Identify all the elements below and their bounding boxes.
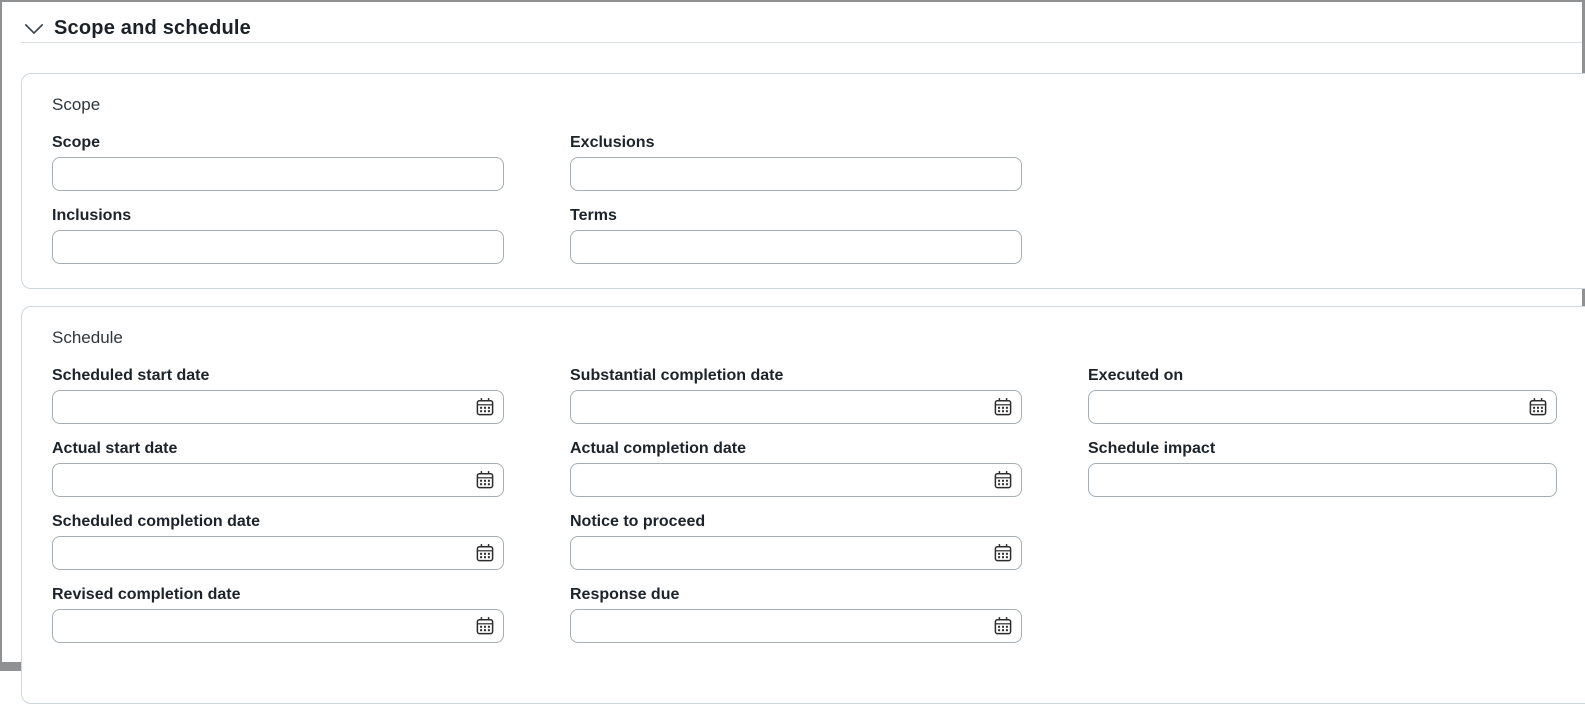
- terms-input[interactable]: [570, 230, 1022, 264]
- date-input-wrap: [52, 609, 504, 643]
- field-label: Actual completion date: [570, 440, 747, 457]
- inclusions-input[interactable]: [52, 230, 504, 264]
- field-label: Actual start date: [52, 440, 178, 457]
- date-input-wrap: [570, 463, 1022, 497]
- field-notice-to-proceed: Notice to proceed: [570, 513, 1022, 570]
- date-input-wrap: [570, 609, 1022, 643]
- scheduled-start-date-input[interactable]: [52, 390, 504, 424]
- field-label: Executed on: [1088, 367, 1184, 384]
- calendar-icon[interactable]: [993, 616, 1013, 636]
- schedule-card: Schedule Scheduled start date Substantia…: [21, 306, 1585, 704]
- field-substantial-completion-date: Substantial completion date: [570, 367, 1022, 424]
- input-wrap: [1088, 463, 1557, 497]
- date-input-wrap: [52, 390, 504, 424]
- field-scheduled-start-date: Scheduled start date: [52, 367, 504, 424]
- field-label: Scheduled start date: [52, 367, 210, 384]
- date-input-wrap: [52, 536, 504, 570]
- input-wrap: [570, 157, 1022, 191]
- response-due-input[interactable]: [570, 609, 1022, 643]
- field-label: Schedule impact: [1088, 440, 1216, 457]
- field-label: Exclusions: [570, 134, 655, 151]
- date-input-wrap: [570, 390, 1022, 424]
- field-actual-start-date: Actual start date: [52, 440, 504, 497]
- substantial-completion-date-input[interactable]: [570, 390, 1022, 424]
- field-revised-completion-date: Revised completion date: [52, 586, 504, 643]
- field-label: Response due: [570, 586, 680, 603]
- input-wrap: [52, 157, 504, 191]
- calendar-icon[interactable]: [475, 616, 495, 636]
- schedule-fields-grid: Scheduled start date Substantial complet…: [52, 367, 1585, 643]
- calendar-icon[interactable]: [475, 470, 495, 490]
- schedule-card-title: Schedule: [52, 328, 123, 347]
- scope-input[interactable]: [52, 157, 504, 191]
- field-terms: Terms: [570, 207, 1022, 264]
- schedule-impact-input[interactable]: [1088, 463, 1557, 497]
- calendar-icon[interactable]: [475, 397, 495, 417]
- field-response-due: Response due: [570, 586, 1022, 643]
- field-label: Substantial completion date: [570, 367, 784, 384]
- field-label: Terms: [570, 207, 617, 224]
- field-scheduled-completion-date: Scheduled completion date: [52, 513, 504, 570]
- chevron-down-icon: [24, 22, 44, 35]
- calendar-icon[interactable]: [993, 397, 1013, 417]
- actual-start-date-input[interactable]: [52, 463, 504, 497]
- field-exclusions: Exclusions: [570, 134, 1022, 191]
- date-input-wrap: [1088, 390, 1557, 424]
- date-input-wrap: [570, 536, 1022, 570]
- field-scope: Scope: [52, 134, 504, 191]
- field-schedule-impact: Schedule impact: [1088, 440, 1557, 497]
- field-executed-on: Executed on: [1088, 367, 1557, 424]
- scope-card-title: Scope: [52, 95, 101, 114]
- input-wrap: [570, 230, 1022, 264]
- executed-on-input[interactable]: [1088, 390, 1557, 424]
- field-label: Notice to proceed: [570, 513, 706, 530]
- field-label: Scheduled completion date: [52, 513, 261, 530]
- exclusions-input[interactable]: [570, 157, 1022, 191]
- field-label: Revised completion date: [52, 586, 241, 603]
- revised-completion-date-input[interactable]: [52, 609, 504, 643]
- section-header[interactable]: Scope and schedule: [21, 2, 1582, 43]
- calendar-icon[interactable]: [993, 470, 1013, 490]
- section-title: Scope and schedule: [54, 17, 251, 39]
- scheduled-completion-date-input[interactable]: [52, 536, 504, 570]
- field-label: Inclusions: [52, 207, 132, 224]
- field-inclusions: Inclusions: [52, 207, 504, 264]
- calendar-icon[interactable]: [475, 543, 495, 563]
- date-input-wrap: [52, 463, 504, 497]
- calendar-icon[interactable]: [993, 543, 1013, 563]
- section-collapse-button[interactable]: [24, 17, 44, 39]
- scope-card: Scope Scope Exclusions Inclusions Terms: [21, 73, 1585, 289]
- actual-completion-date-input[interactable]: [570, 463, 1022, 497]
- calendar-icon[interactable]: [1528, 397, 1548, 417]
- field-label: Scope: [52, 134, 101, 151]
- input-wrap: [52, 230, 504, 264]
- scope-fields-grid: Scope Exclusions Inclusions Terms: [52, 134, 1585, 264]
- notice-to-proceed-input[interactable]: [570, 536, 1022, 570]
- field-actual-completion-date: Actual completion date: [570, 440, 1022, 497]
